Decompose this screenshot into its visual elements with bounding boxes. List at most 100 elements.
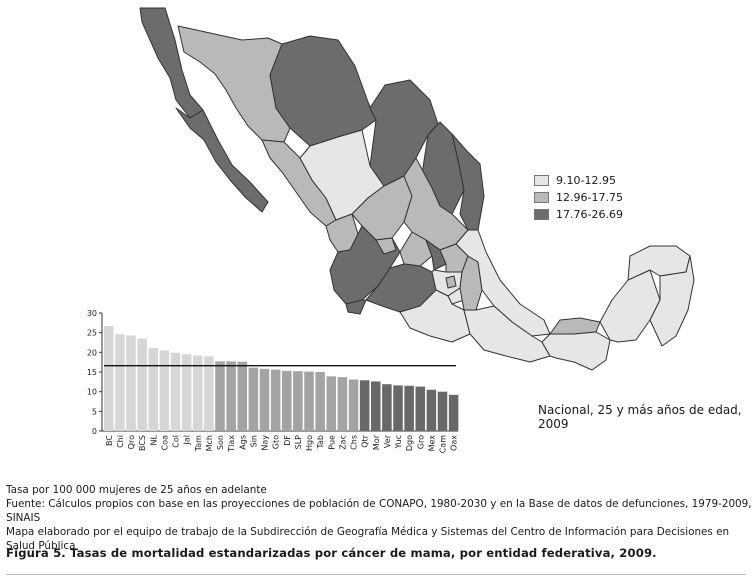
bar-Dgo (404, 385, 414, 431)
bar-Coa (159, 350, 170, 431)
x-tick-label: Col (172, 435, 181, 448)
state-df (445, 275, 457, 289)
x-tick-label: Tab (316, 435, 325, 450)
legend-item-mid: 12.96-17.75 (534, 189, 623, 206)
x-tick-label: Son (216, 435, 225, 450)
x-tick-label: Dgo (405, 435, 414, 451)
y-tick-label: 0 (92, 427, 97, 436)
state-baja-california (139, 7, 204, 119)
legend-item-low: 9.10-12.95 (534, 172, 623, 189)
state-zacatecas (351, 175, 413, 241)
bar-Ags (237, 361, 248, 431)
bar-Gro (415, 386, 426, 431)
bar-Oax (448, 394, 459, 431)
x-tick-label: Tlax (227, 435, 236, 453)
note-source: Fuente: Cálculos propios con base en las… (6, 498, 752, 524)
bar-Col (170, 352, 181, 431)
bar-NL (148, 348, 159, 431)
x-tick-label: Nay (261, 435, 270, 451)
x-tick-label: Mor (372, 434, 381, 450)
mexico-map (139, 7, 695, 371)
x-tick-label: Qtr (361, 434, 370, 447)
y-tick-label: 30 (87, 309, 97, 318)
x-tick-label: Pue (327, 435, 336, 450)
state-quintana-roo (649, 255, 695, 347)
x-tick-label: Ags (238, 435, 247, 450)
national-label: Nacional, 25 y más años de edad, 2009 (538, 403, 742, 431)
x-tick-label: BC (105, 435, 114, 446)
bar-Tab (315, 372, 325, 431)
bar-Qtr (359, 380, 370, 431)
x-tick-label: Tam (194, 435, 203, 452)
x-tick-label: Chi (116, 435, 125, 448)
bar-Yuc (393, 385, 403, 431)
bar-Chs (348, 379, 359, 431)
x-tick-label: Chs (350, 435, 359, 450)
bottom-divider (6, 574, 746, 575)
x-tick-label: Gto (272, 435, 281, 449)
x-tick-label: Coa (160, 435, 169, 450)
bar-Hgo (304, 371, 314, 431)
x-tick-label: Jal (183, 435, 192, 445)
state-chiapas (541, 331, 611, 371)
y-tick-label: 25 (87, 329, 97, 338)
bar-Tam (193, 355, 203, 431)
state-tabasco (549, 317, 601, 335)
bar-BC (104, 325, 114, 431)
y-tick-label: 5 (92, 407, 97, 416)
state-campeche (599, 269, 661, 343)
bar-Nay (259, 368, 270, 431)
x-tick-label: Ver (383, 434, 392, 448)
x-tick-label: DF (283, 435, 292, 446)
state-colima (345, 299, 367, 315)
legend-swatch-high (534, 209, 549, 220)
x-tick-label: Gro (416, 435, 425, 449)
notes: Tasa por 100 000 mujeres de 25 años en a… (6, 483, 752, 553)
legend-item-high: 17.76-26.69 (534, 206, 623, 223)
legend-label-mid: 12.96-17.75 (556, 191, 623, 204)
x-tick-label: SLP (294, 435, 303, 450)
legend-swatch-low (534, 175, 549, 186)
legend-label-high: 17.76-26.69 (556, 208, 623, 221)
bar-Zac (337, 377, 348, 431)
bar-Cam (437, 391, 448, 431)
legend-label-low: 9.10-12.95 (556, 174, 616, 187)
rates-bar-chart: 0 5 10 15 20 25 30 BC Chi Qro BCS NL Coa Col Jal Tam Mch… (87, 309, 459, 453)
x-tick-label: Yuc (394, 435, 403, 449)
note-rate-unit: Tasa por 100 000 mujeres de 25 años en a… (6, 484, 267, 496)
state-queretaro (425, 239, 447, 271)
y-tick-label: 10 (87, 388, 97, 397)
x-tick-label: Zac (338, 435, 347, 450)
bar-BCS (137, 338, 147, 431)
bar-Chi (115, 334, 125, 431)
x-tick-label: NL (149, 434, 158, 445)
note-credit: Mapa elaborado por el equipo de trabajo … (6, 526, 730, 552)
bar-Qro (126, 335, 136, 431)
bar-Mex (426, 389, 437, 431)
x-tick-label: Mch (205, 435, 214, 451)
x-tick-label: BCS (138, 435, 147, 451)
y-tick-label: 20 (87, 348, 97, 357)
bar-Ver (382, 384, 392, 431)
x-tick-label: Cam (439, 435, 448, 453)
figure-caption: Figura 5. Tasas de mortalidad estandariz… (6, 546, 657, 560)
bar-SLP (293, 371, 303, 431)
state-aguascalientes (375, 237, 397, 255)
bar-Pue (326, 376, 337, 431)
bar-DF (282, 370, 292, 431)
y-tick-label: 15 (87, 368, 97, 377)
bar-Jal (181, 354, 192, 431)
x-tick-label: Oax (450, 435, 459, 451)
bar-Gto (270, 369, 281, 431)
x-tick-label: Qro (127, 435, 136, 449)
x-tick-label: Sin (249, 435, 258, 447)
bar-Sin (248, 367, 259, 431)
legend-swatch-mid (534, 192, 549, 203)
x-tick-label: Hgo (305, 435, 314, 451)
bar-Mor (371, 381, 381, 431)
x-tick-label: Mex (427, 435, 436, 452)
bar-Mch (204, 356, 214, 431)
map-legend: 9.10-12.95 12.96-17.75 17.76-26.69 (534, 172, 623, 223)
bar-Tlax (226, 361, 236, 431)
